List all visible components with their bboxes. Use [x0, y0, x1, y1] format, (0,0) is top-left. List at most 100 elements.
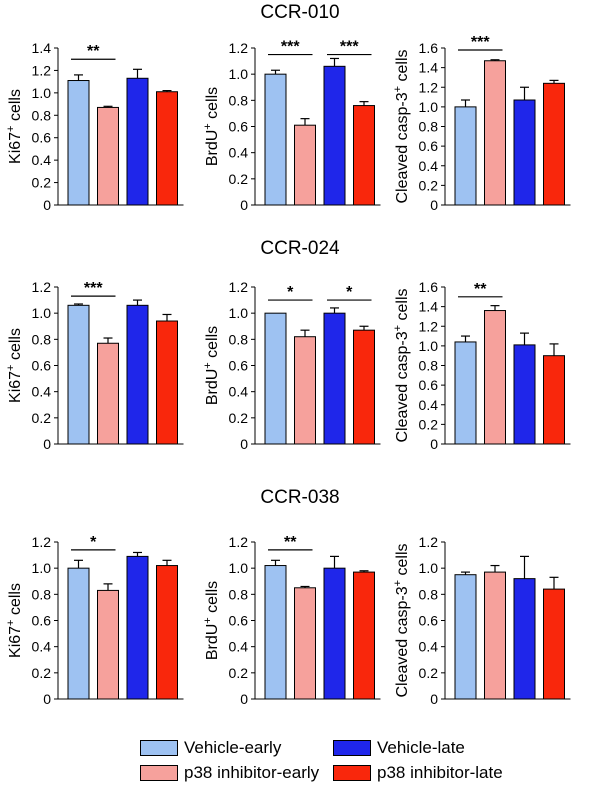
- chart-3-sig-label-0: ***: [471, 34, 490, 51]
- chart-2-sig-label-0: ***: [281, 39, 300, 56]
- chart-2-ylabel: BrdU+ cells: [202, 87, 221, 166]
- chart-4-bar-p38_early: [97, 342, 119, 445]
- legend-swatch-vehicle-late: [333, 740, 371, 756]
- chart-9-tick-label-3: 0.6: [419, 613, 439, 629]
- chart-8-tick-label-3: 0.6: [229, 613, 249, 629]
- chart-2-tick-label-2: 0.4: [229, 145, 249, 161]
- chart-7-tick-label-6: 1.2: [32, 534, 52, 550]
- chart-5-tick-label-1: 0.2: [229, 410, 249, 426]
- chart-8-tick-label-2: 0.4: [229, 639, 249, 655]
- chart-4-tick-label-1: 0.2: [32, 410, 52, 426]
- row-title-ccr-010: CCR-010: [260, 2, 340, 23]
- chart-1-tick-label-4: 0.8: [32, 107, 52, 123]
- chart-8-bar-vehicle_early: [264, 565, 287, 700]
- chart-6-tick-label-0: 0: [430, 436, 438, 452]
- legend-swatch-vehicle-early: [140, 740, 178, 756]
- chart-9-bar-p38_late: [543, 588, 565, 700]
- chart-1-tick-label-2: 0.4: [32, 152, 52, 168]
- chart-8-ylabel: BrdU+ cells: [202, 581, 221, 660]
- chart-3-tick-label-2: 0.4: [419, 158, 439, 174]
- legend-swatch-p38-early: [140, 765, 178, 781]
- chart-5-sig-label-0: *: [287, 284, 294, 301]
- chart-3-tick-label-4: 0.8: [419, 119, 439, 135]
- chart-8-bar-p38_early: [294, 587, 316, 700]
- row-title-ccr-038: CCR-038: [260, 487, 340, 508]
- chart-5-tick-label-6: 1.2: [229, 279, 249, 295]
- chart-4-tick-label-6: 1.2: [32, 279, 52, 295]
- chart-3-tick-label-0: 0: [430, 197, 438, 213]
- legend-label-p38-late: p38 inhibitor-late: [377, 763, 503, 782]
- chart-5-sig-label-1: *: [346, 284, 353, 301]
- chart-7-bar-p38_late: [156, 565, 178, 700]
- chart-2-bar-vehicle_late: [323, 65, 346, 206]
- chart-9-tick-label-2: 0.4: [419, 639, 439, 655]
- chart-1-tick-label-6: 1.2: [32, 62, 52, 78]
- chart-8-tick-label-5: 1.0: [229, 560, 249, 576]
- chart-3-bar-p38_early: [484, 60, 506, 206]
- chart-8-bar-p38_late: [353, 571, 375, 700]
- legend-label-vehicle-late: Vehicle-late: [377, 738, 465, 757]
- chart-6-tick-label-6: 1.2: [419, 318, 439, 334]
- chart-2-sig-label-1: ***: [340, 39, 359, 56]
- chart-3-tick-label-7: 1.4: [419, 60, 439, 76]
- chart-3-bar-vehicle_early: [454, 106, 477, 206]
- chart-5-tick-label-0: 0: [240, 436, 248, 452]
- chart-6-tick-label-3: 0.6: [419, 377, 439, 393]
- chart-2-tick-label-4: 0.8: [229, 92, 249, 108]
- chart-4-ylabel: Ki67+ cells: [5, 328, 24, 403]
- chart-6-tick-label-5: 1.0: [419, 338, 439, 354]
- chart-4-tick-label-5: 1.0: [32, 305, 52, 321]
- chart-1-tick-label-0: 0: [43, 197, 51, 213]
- chart-9-ylabel: Cleaved casp-3+ cells: [392, 543, 411, 697]
- chart-3-bar-vehicle_late: [513, 99, 536, 206]
- chart-2-tick-label-1: 0.2: [229, 171, 249, 187]
- chart-2-bar-p38_early: [294, 124, 316, 206]
- chart-1-bar-p38_early: [97, 106, 119, 206]
- chart-5-bar-p38_early: [294, 336, 316, 445]
- chart-5-tick-label-2: 0.4: [229, 384, 249, 400]
- chart-7-tick-label-4: 0.8: [32, 586, 52, 602]
- legend-label-vehicle-early: Vehicle-early: [184, 738, 282, 757]
- chart-2-tick-label-6: 1.2: [229, 40, 249, 56]
- chart-8-tick-label-6: 1.2: [229, 534, 249, 550]
- chart-6-tick-label-2: 0.4: [419, 397, 439, 413]
- chart-8-tick-label-4: 0.8: [229, 586, 249, 602]
- chart-5-ylabel: BrdU+ cells: [202, 326, 221, 405]
- chart-3-tick-label-5: 1.0: [419, 99, 439, 115]
- chart-4-bar-vehicle_late: [126, 304, 149, 445]
- chart-1-tick-label-5: 1.0: [32, 85, 52, 101]
- chart-7-bar-vehicle_early: [67, 567, 90, 700]
- row-title-ccr-024: CCR-024: [260, 238, 340, 259]
- chart-9-tick-label-4: 0.8: [419, 586, 439, 602]
- chart-3-bar-p38_late: [543, 82, 565, 206]
- chart-4-tick-label-3: 0.6: [32, 358, 52, 374]
- chart-1-bar-vehicle_late: [126, 77, 149, 206]
- chart-6-tick-label-8: 1.6: [419, 279, 439, 295]
- chart-3-tick-label-1: 0.2: [419, 177, 439, 193]
- chart-1-ylabel: Ki67+ cells: [5, 89, 24, 164]
- chart-6-ylabel: Cleaved casp-3+ cells: [392, 288, 411, 442]
- chart-6-bar-vehicle_late: [513, 344, 536, 445]
- chart-7-tick-label-3: 0.6: [32, 613, 52, 629]
- chart-6-bar-vehicle_early: [454, 341, 477, 445]
- chart-7-bar-vehicle_late: [126, 555, 149, 700]
- chart-2-tick-label-5: 1.0: [229, 66, 249, 82]
- chart-7-tick-label-1: 0.2: [32, 665, 52, 681]
- chart-5-bar-vehicle_early: [264, 312, 287, 445]
- chart-3-tick-label-6: 1.2: [419, 79, 439, 95]
- chart-9-tick-label-1: 0.2: [419, 665, 439, 681]
- chart-3-ylabel: Cleaved casp-3+ cells: [392, 49, 411, 203]
- chart-3-tick-label-3: 0.6: [419, 138, 439, 154]
- chart-4-tick-label-4: 0.8: [32, 331, 52, 347]
- chart-5-bar-vehicle_late: [323, 312, 346, 445]
- chart-1-tick-label-3: 0.6: [32, 130, 52, 146]
- chart-9-bar-p38_early: [484, 571, 506, 700]
- chart-1-tick-label-1: 0.2: [32, 175, 52, 191]
- chart-6-tick-label-4: 0.8: [419, 358, 439, 374]
- chart-2-bar-vehicle_early: [264, 73, 287, 206]
- chart-8-bar-vehicle_late: [323, 567, 346, 700]
- chart-7-sig-label-0: *: [90, 534, 97, 551]
- chart-8-tick-label-0: 0: [240, 691, 248, 707]
- chart-1-bar-p38_late: [156, 91, 178, 206]
